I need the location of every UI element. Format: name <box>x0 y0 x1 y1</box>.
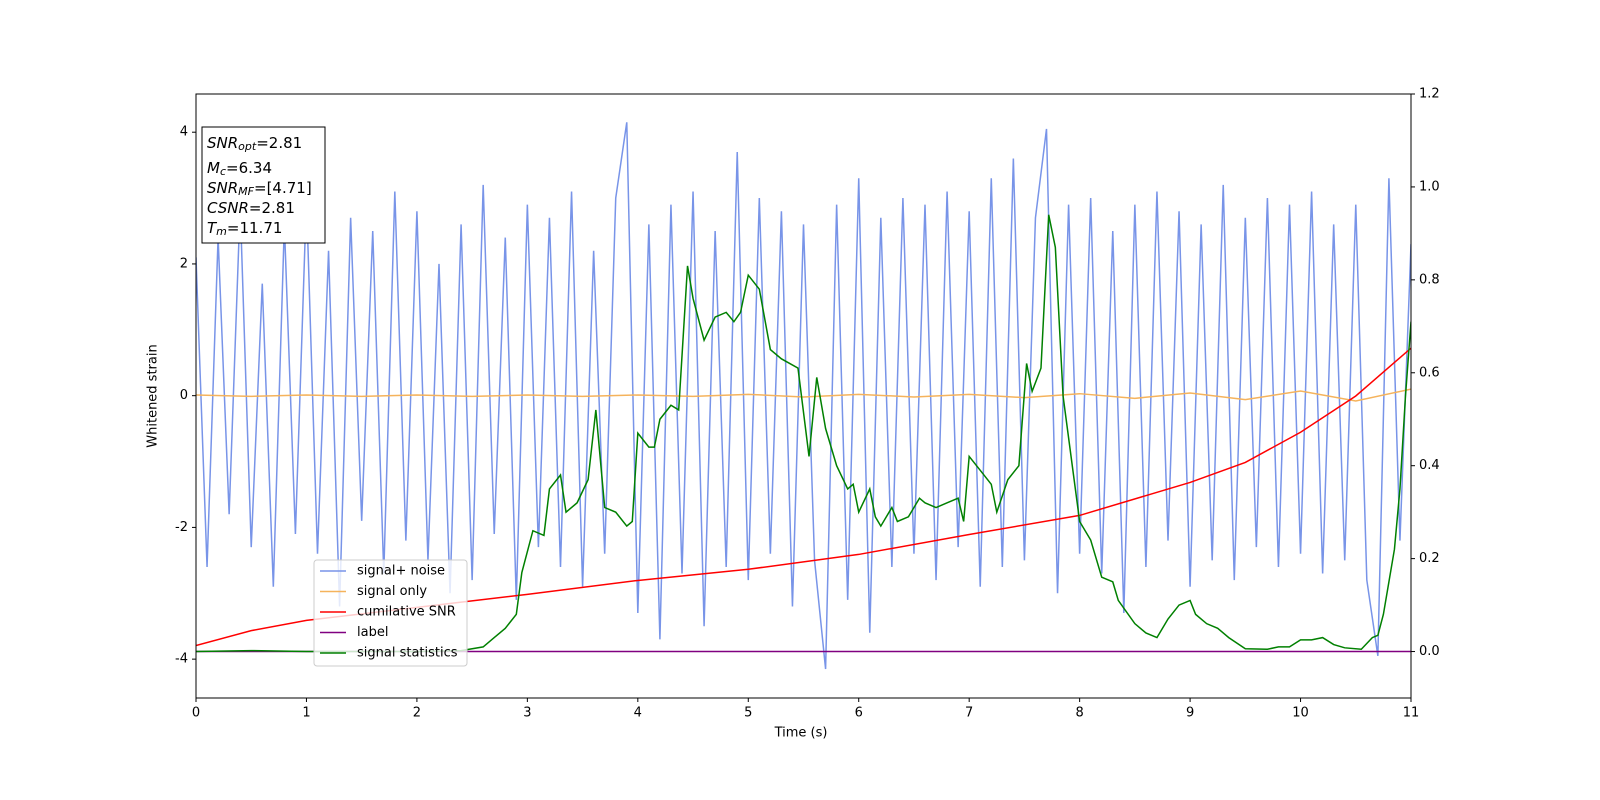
y-tick-label: -2 <box>175 520 188 535</box>
legend: signal+ noise signal only cumilative SNR la… <box>313 559 468 667</box>
annotation-symbol: CSNR <box>207 199 249 217</box>
y-tick-label: 0 <box>180 388 188 403</box>
x-tick-label: 1 <box>302 706 310 721</box>
annotation-symbol: T <box>207 219 218 237</box>
series-line <box>196 122 1411 670</box>
x-tick-label: 7 <box>965 706 973 721</box>
y2-tick-label: 1.2 <box>1419 87 1440 102</box>
y2-tick-label: 1.0 <box>1419 179 1440 194</box>
y-axis-label: Whitened strain <box>146 344 161 447</box>
series-line <box>196 214 1411 653</box>
annotation-line: CSNR=2.81 <box>207 199 295 217</box>
annotation-value: =[4.71] <box>254 179 312 197</box>
annotation-symbol: SNR <box>207 179 238 197</box>
annotation-value: =11.71 <box>227 219 283 237</box>
annotation-line: SNRMF=[4.71] <box>207 179 312 199</box>
x-tick-label: 8 <box>1075 706 1083 721</box>
legend-label: cumilative SNR <box>357 605 456 620</box>
annotation-subscript: opt <box>238 140 257 153</box>
x-tick-label: 3 <box>523 706 531 721</box>
y2-tick-label: 0.0 <box>1419 644 1440 659</box>
x-tick-label: 6 <box>855 706 863 721</box>
x-tick-label: 10 <box>1292 706 1309 721</box>
legend-label: signal+ noise <box>357 564 445 579</box>
plot-frame <box>195 93 1412 699</box>
legend-label: signal only <box>357 584 427 599</box>
y-tick-label: 4 <box>180 125 188 140</box>
x-tick-label: 4 <box>634 706 642 721</box>
annotation-value: =2.81 <box>249 199 295 217</box>
annotation-line: Tm=11.71 <box>207 219 282 239</box>
annotation-value: =2.81 <box>256 134 302 152</box>
legend-label: label <box>357 625 388 640</box>
annotation-line: SNRopt=2.81 <box>207 134 302 154</box>
x-tick-label: 0 <box>192 706 200 721</box>
x-axis-label: Time (s) <box>774 726 828 741</box>
annotation-subscript: c <box>220 165 226 178</box>
annotation: SNRopt=2.81Mc=6.34SNRMF=[4.71]CSNR=2.81T… <box>201 126 326 244</box>
annotation-value: =6.34 <box>226 159 272 177</box>
annotation-box <box>201 126 326 244</box>
series-line <box>196 388 1411 402</box>
annotation-symbol: M <box>207 159 220 177</box>
y2-tick-label: 0.6 <box>1419 365 1440 380</box>
annotation-line: Mc=6.34 <box>207 159 272 179</box>
y-tick-label: 2 <box>180 256 188 271</box>
annotation-symbol: SNR <box>207 134 238 152</box>
y-tick-label: -4 <box>175 652 188 667</box>
x-tick-label: 2 <box>413 706 421 721</box>
annotation-subscript: MF <box>238 185 254 198</box>
y2-tick-label: 0.2 <box>1419 551 1440 566</box>
x-tick-label: 11 <box>1403 706 1420 721</box>
x-tick-label: 9 <box>1186 706 1194 721</box>
y2-tick-label: 0.8 <box>1419 272 1440 287</box>
legend-label: signal statistics <box>357 646 458 661</box>
y2-tick-label: 0.4 <box>1419 458 1440 473</box>
legend-box <box>313 559 468 667</box>
annotation-subscript: m <box>216 225 227 238</box>
x-tick-label: 5 <box>744 706 752 721</box>
